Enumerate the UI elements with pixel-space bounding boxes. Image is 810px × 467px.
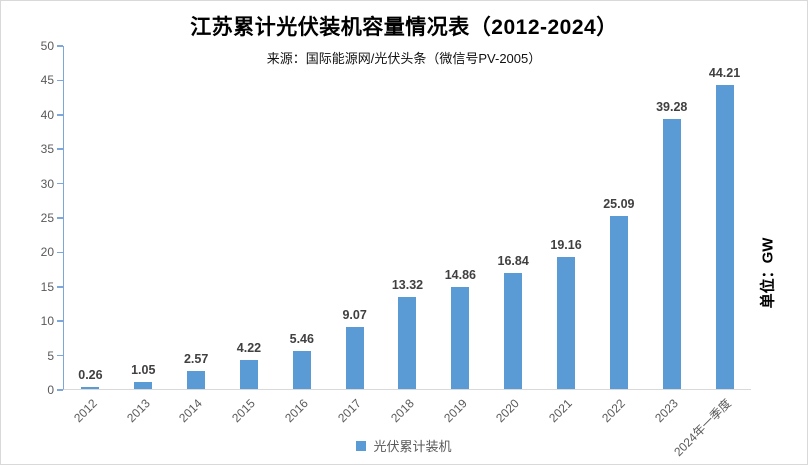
y-tick-mark-15 (57, 286, 63, 288)
legend[interactable]: 光伏累计装机 (1, 436, 807, 455)
bar-column-2015: 4.22 2015 (223, 46, 276, 425)
chart-title: 江苏累计光伏装机容量情况表（2012-2024） (190, 16, 618, 39)
x-tick-label-2023: 2023 (652, 396, 681, 426)
x-tick-label-2020: 2020 (493, 396, 523, 426)
bar-2017[interactable] (345, 326, 364, 389)
x-tick-label-2018: 2018 (387, 396, 417, 426)
bar-value-2021: 19.16 (550, 238, 582, 253)
bar-value-2023: 39.28 (656, 99, 688, 114)
bar-value-2018: 13.32 (391, 278, 424, 293)
bar-value-2020: 16.84 (497, 254, 529, 269)
bar-column-2017: 9.07 2017 (328, 46, 381, 425)
bar-column-2021: 19.16 2021 (540, 46, 593, 425)
y-tick-label-10: 10 (40, 314, 54, 329)
y-tick-label-20: 20 (40, 245, 54, 260)
bar-series: 0.26 2012 1.05 2013 2.57 2014 4.22 2015 5.46 2016… (64, 46, 751, 459)
bar-column-2012: 0.26 2012 (64, 46, 117, 425)
bar-2021[interactable] (557, 257, 576, 389)
x-tick-label-2017: 2017 (335, 396, 364, 426)
x-tick-label-2019: 2019 (440, 396, 470, 426)
bar-value-2022: 25.09 (603, 197, 635, 212)
bar-value-2012: 0.26 (78, 368, 103, 383)
bar-2020[interactable] (504, 273, 523, 389)
y-tick-label-15: 15 (40, 279, 54, 294)
y-tick-label-30: 30 (40, 176, 54, 191)
y-tick-mark-40 (57, 114, 63, 116)
x-tick-label-2016: 2016 (282, 396, 311, 426)
y-tick-label-35: 35 (40, 142, 54, 157)
bar-value-2024年一季度: 44.21 (708, 65, 741, 80)
y-tick-mark-45 (57, 79, 63, 82)
plot-area: 0 5 10 15 20 25 30 35 40 45 50 0.26 2012 1.05 2013 2.5… (41, 39, 751, 459)
y-tick-mark-10 (57, 320, 63, 322)
bar-2023[interactable] (662, 118, 681, 389)
y-tick-mark-35 (57, 148, 63, 150)
bar-2012[interactable] (81, 387, 100, 389)
bar-2016[interactable] (292, 351, 311, 389)
x-tick-label-2013: 2013 (123, 396, 153, 426)
bar-column-2013: 1.05 2013 (117, 46, 170, 425)
bar-value-2016: 5.46 (289, 332, 314, 347)
x-tick-label-2014: 2014 (176, 396, 206, 426)
bar-2022[interactable] (609, 216, 628, 389)
bar-column-2022: 25.09 2022 (592, 46, 645, 425)
y-tick-label-40: 40 (40, 107, 54, 122)
bar-column-2018: 13.32 2018 (381, 46, 434, 425)
bar-value-2019: 14.86 (444, 267, 476, 282)
bar-2019[interactable] (451, 286, 470, 389)
y-tick-label-5: 5 (47, 348, 54, 363)
bar-column-2014: 2.57 2014 (170, 46, 223, 425)
y-tick-label-50: 50 (40, 39, 54, 53)
y-tick-mark-50 (57, 45, 63, 47)
bar-2014[interactable] (187, 371, 206, 389)
bar-column-2019: 14.86 2019 (434, 46, 487, 425)
y-tick-label-25: 25 (40, 211, 54, 225)
bar-value-2017: 9.07 (342, 307, 367, 322)
y-tick-label-45: 45 (40, 73, 54, 88)
y-tick-mark-0 (57, 389, 63, 391)
bar-value-2015: 4.22 (236, 340, 262, 355)
y-tick-mark-20 (57, 251, 63, 254)
bar-2015[interactable] (239, 359, 258, 389)
legend-label: 光伏累计装机 (373, 439, 452, 454)
bar-column-2020: 16.84 2020 (487, 46, 540, 425)
bar-value-2013: 1.05 (131, 362, 156, 377)
bar-value-2014: 2.57 (183, 352, 209, 367)
bar-column-2024年一季度: 44.21 2024年一季度 (671, 46, 751, 459)
bar-column-2023: 39.28 2023 (645, 46, 698, 425)
bar-2013[interactable] (134, 381, 153, 389)
y-tick-label-0: 0 (47, 383, 54, 397)
bar-2024年一季度[interactable] (715, 84, 734, 389)
bar-column-2016: 5.46 2016 (275, 46, 328, 425)
y-tick-mark-30 (57, 182, 63, 185)
chart-subtitle: 来源：国际能源网/光伏头条（微信号PV-2005） (266, 51, 542, 66)
legend-swatch (356, 440, 367, 451)
bar-2018[interactable] (398, 297, 417, 389)
x-tick-label-2012: 2012 (70, 396, 100, 426)
y-axis-unit-label: 单位：GW (759, 237, 777, 309)
x-tick-label-2015: 2015 (229, 396, 259, 426)
x-tick-label-2022: 2022 (599, 396, 629, 426)
y-tick-mark-25 (57, 217, 63, 219)
y-tick-mark-5 (57, 354, 63, 357)
x-tick-label-2021: 2021 (546, 396, 576, 426)
